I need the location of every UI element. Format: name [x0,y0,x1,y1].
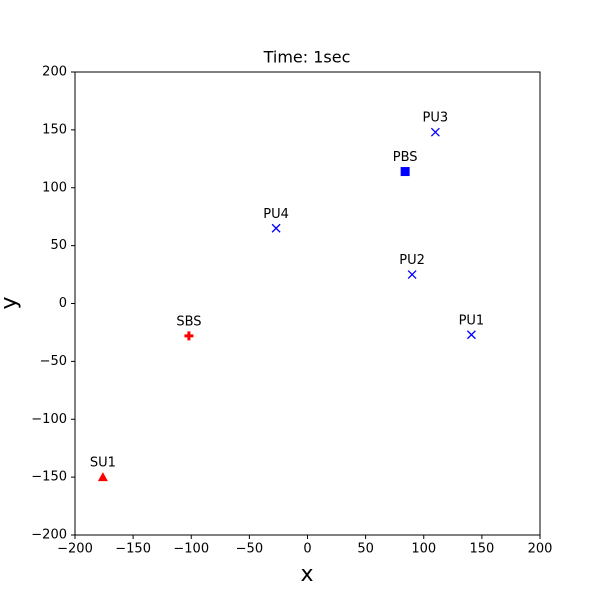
x-tick-label: 150 [469,542,494,557]
x-tick-label: 0 [303,542,311,557]
y-tick-label: 100 [42,180,67,195]
y-tick-label: 0 [59,296,67,311]
y-tick-label: −200 [31,528,67,543]
point-label: PU1 [459,313,485,328]
x-tick-label: 100 [411,542,436,557]
point [184,331,194,341]
y-tick-label: −150 [31,470,67,485]
point-label: PBS [393,150,418,165]
chart-title: Time: 1sec [263,48,351,67]
point [430,127,440,137]
y-tick-label: 150 [42,122,67,137]
x-axis-label: x [300,562,313,587]
x-tick-label: 200 [528,542,553,557]
y-tick-label: 200 [42,65,67,80]
x-tick-label: −100 [173,542,209,557]
point-label: PU2 [399,253,425,268]
y-tick-label: −50 [40,354,67,369]
point [97,472,108,482]
y-axis-label: y [0,296,22,309]
plot-frame [74,71,541,536]
point-label: SU1 [90,456,116,471]
point-label: PU4 [263,207,289,222]
y-tick-label: 50 [50,238,67,253]
x-tick-label: −200 [57,542,93,557]
x-tick-label: 50 [357,542,374,557]
point [271,223,281,233]
x-tick-label: −50 [236,542,263,557]
point-label: PU3 [423,111,449,126]
y-tick-label: −100 [31,412,67,427]
point [466,330,476,340]
point [400,167,410,177]
point [407,270,417,280]
point-label: SBS [176,314,201,329]
x-tick-label: −150 [115,542,151,557]
